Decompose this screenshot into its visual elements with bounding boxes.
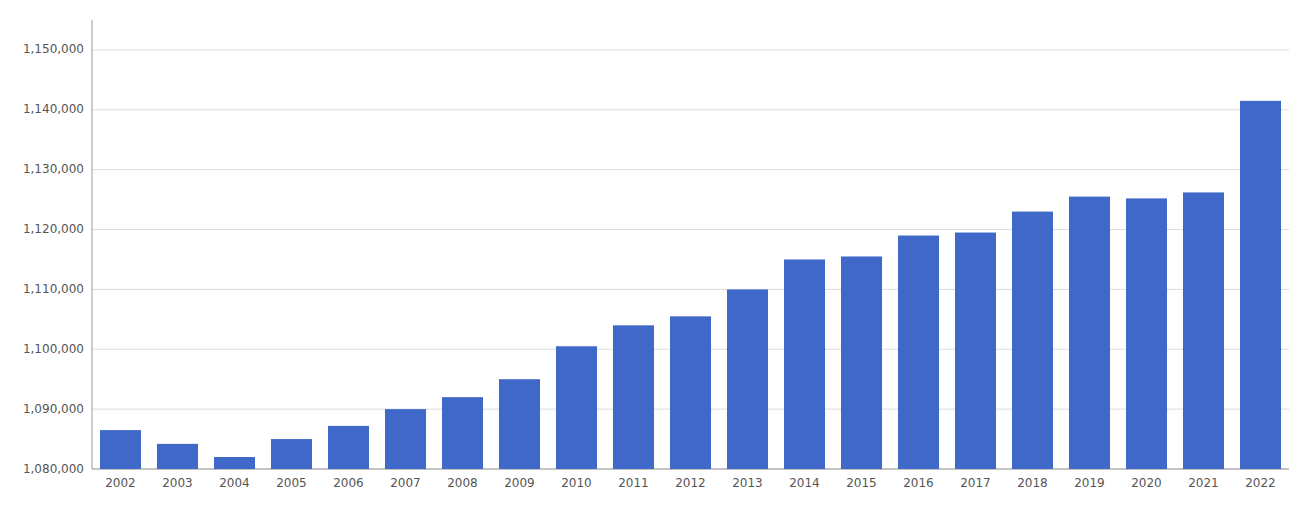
bar — [1240, 101, 1281, 469]
bar — [157, 444, 198, 469]
bar — [556, 346, 597, 469]
grid-line — [92, 49, 1289, 50]
bar — [499, 379, 540, 469]
y-tick-label: 1,120,000 — [23, 222, 84, 236]
bar — [727, 289, 768, 469]
grid-line — [92, 109, 1289, 110]
bar — [955, 233, 996, 469]
x-tick-label: 2016 — [903, 476, 934, 490]
y-tick-label: 1,130,000 — [23, 162, 84, 176]
bar — [214, 457, 255, 469]
bar — [1069, 197, 1110, 469]
bar — [328, 426, 369, 469]
y-tick-label: 1,140,000 — [23, 102, 84, 116]
x-tick-label: 2003 — [162, 476, 193, 490]
bar — [613, 325, 654, 469]
x-tick-label: 2021 — [1188, 476, 1219, 490]
bar — [385, 409, 426, 469]
y-grid — [92, 50, 1289, 469]
grid-line — [92, 169, 1289, 170]
x-tick-label: 2008 — [447, 476, 478, 490]
x-tick-label: 2004 — [219, 476, 250, 490]
x-tick-label: 2022 — [1245, 476, 1276, 490]
x-tick-label: 2015 — [846, 476, 877, 490]
x-tick-label: 2017 — [960, 476, 991, 490]
bar — [898, 236, 939, 469]
bar — [442, 397, 483, 469]
x-tick-label: 2014 — [789, 476, 820, 490]
x-tick-label: 2019 — [1074, 476, 1105, 490]
x-tick-label: 2010 — [561, 476, 592, 490]
x-tick-labels: 2002 2003 2004 2005 2006 2007 2008 2009 2010 2011… — [105, 476, 1276, 490]
x-tick-label: 2009 — [504, 476, 535, 490]
y-axis-line — [92, 20, 93, 469]
x-tick-label: 2007 — [390, 476, 421, 490]
x-tick-label: 2002 — [105, 476, 136, 490]
chart: 1,080,000 1,090,000 1,100,000 1,110,000 1,12… — [0, 0, 1305, 509]
y-tick-label: 1,080,000 — [23, 462, 84, 476]
page: {"chart_data": {"type": "bar", "categori… — [0, 0, 1305, 509]
bar — [784, 259, 825, 469]
y-tick-label: 1,110,000 — [23, 282, 84, 296]
x-tick-label: 2006 — [333, 476, 364, 490]
x-tick-label: 2020 — [1131, 476, 1162, 490]
y-tick-label: 1,100,000 — [23, 342, 84, 356]
x-tick-label: 2013 — [732, 476, 763, 490]
y-tick-labels: 1,080,000 1,090,000 1,100,000 1,110,000 1,12… — [23, 42, 84, 475]
bars — [100, 101, 1281, 469]
bar — [100, 430, 141, 469]
y-tick-label: 1,090,000 — [23, 402, 84, 416]
bar — [271, 439, 312, 469]
x-tick-label: 2011 — [618, 476, 649, 490]
y-tick-label: 1,150,000 — [23, 42, 84, 56]
bar — [1126, 198, 1167, 469]
bar — [841, 256, 882, 469]
x-tick-label: 2012 — [675, 476, 706, 490]
x-tick-label: 2005 — [276, 476, 307, 490]
bar — [1012, 212, 1053, 469]
bar — [670, 316, 711, 469]
x-tick-label: 2018 — [1017, 476, 1048, 490]
bar — [1183, 192, 1224, 469]
